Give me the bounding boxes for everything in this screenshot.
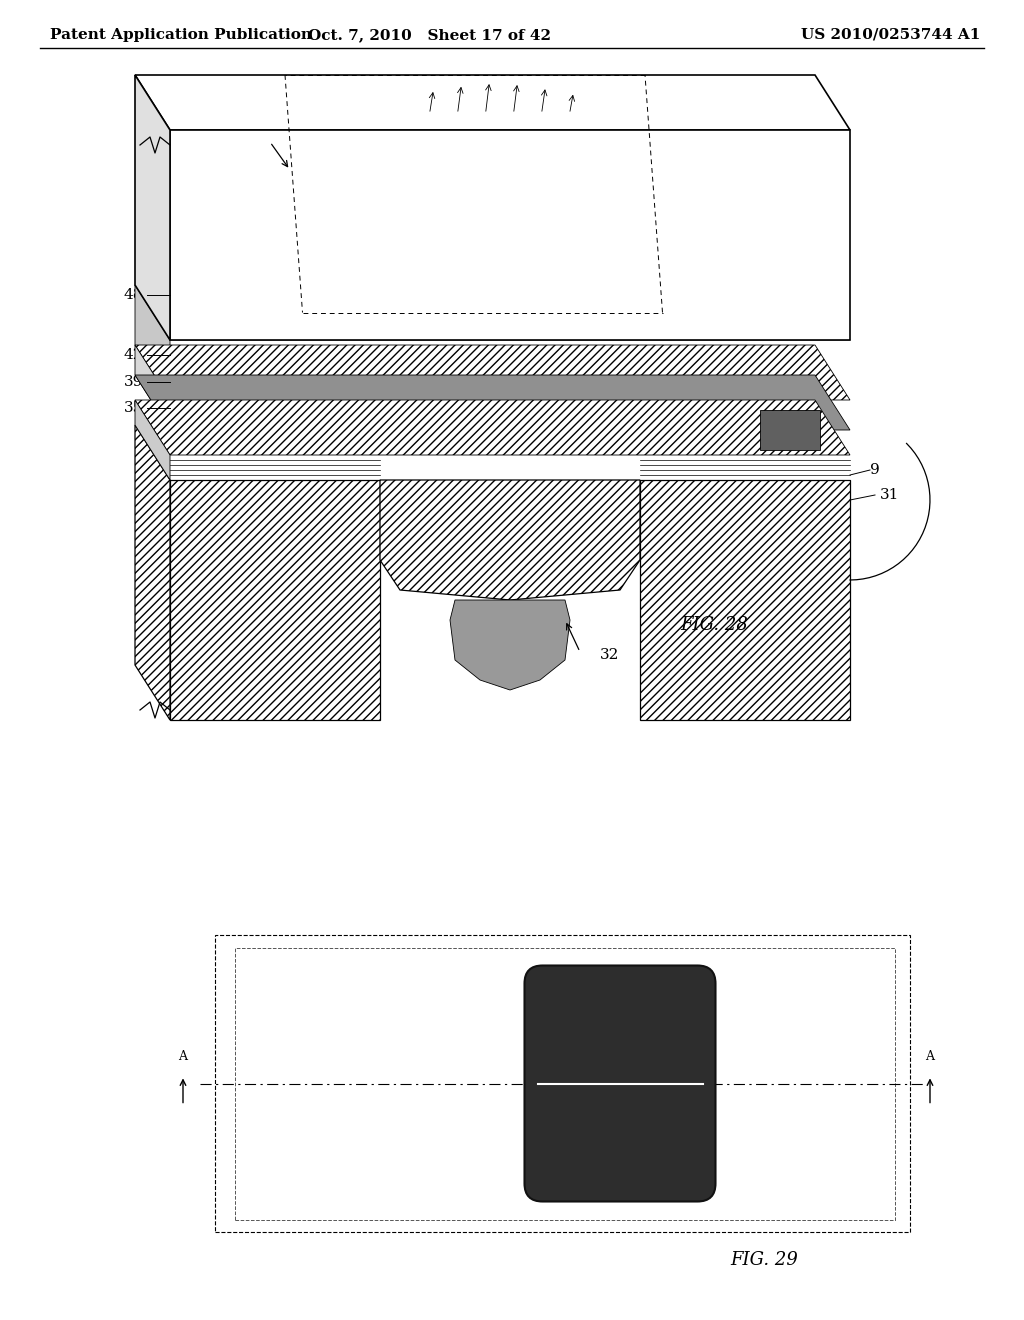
Polygon shape (640, 480, 850, 719)
Polygon shape (170, 129, 850, 341)
Text: FIG. 29: FIG. 29 (730, 1251, 798, 1269)
Polygon shape (135, 400, 850, 455)
Polygon shape (135, 400, 170, 480)
Text: 35: 35 (124, 401, 143, 414)
Text: Oct. 7, 2010   Sheet 17 of 42: Oct. 7, 2010 Sheet 17 of 42 (308, 28, 552, 42)
Polygon shape (170, 480, 380, 719)
Text: A: A (178, 1051, 187, 1064)
Polygon shape (760, 411, 820, 450)
Polygon shape (135, 425, 170, 719)
Polygon shape (135, 75, 170, 341)
Polygon shape (135, 375, 850, 430)
Text: A: A (926, 1051, 935, 1064)
Polygon shape (380, 480, 640, 601)
Polygon shape (135, 75, 850, 129)
Bar (215, 935, 910, 1232)
FancyBboxPatch shape (524, 965, 716, 1201)
Text: Patent Application Publication: Patent Application Publication (50, 28, 312, 42)
Text: US 2010/0253744 A1: US 2010/0253744 A1 (801, 28, 980, 42)
Text: 31: 31 (880, 488, 899, 502)
Text: 21: 21 (263, 128, 283, 143)
Text: 39: 39 (124, 375, 143, 389)
Text: 48: 48 (124, 288, 143, 302)
Bar (234, 948, 895, 1220)
Polygon shape (135, 285, 170, 400)
Polygon shape (135, 285, 850, 341)
Polygon shape (450, 601, 570, 690)
Text: FIG. 28: FIG. 28 (680, 616, 748, 634)
Polygon shape (135, 345, 170, 430)
Text: 32: 32 (600, 648, 620, 663)
Polygon shape (135, 345, 850, 400)
Text: 9: 9 (870, 463, 880, 477)
Text: 42: 42 (124, 348, 143, 362)
